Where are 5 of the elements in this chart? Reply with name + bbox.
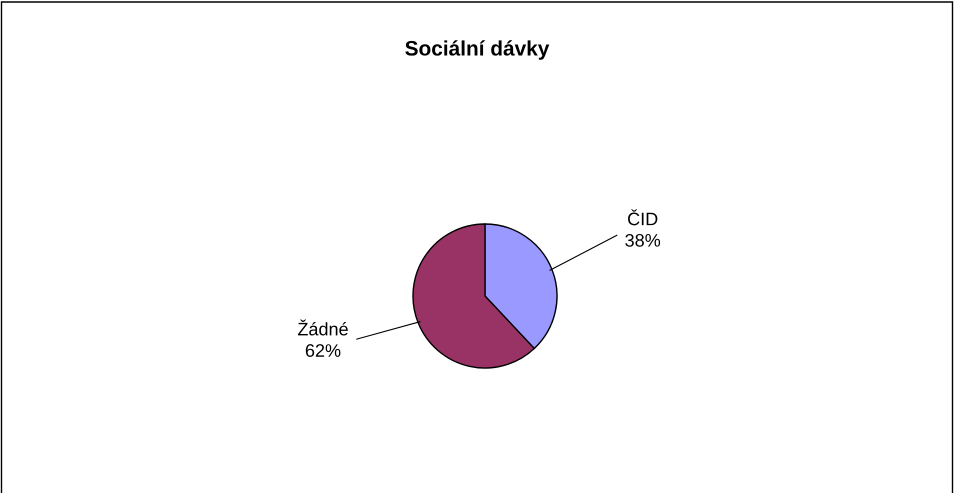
- data-label: 62%: [306, 344, 340, 357]
- slice-label: ČID: [628, 209, 658, 226]
- chart-title: Sociální dávky: [405, 40, 550, 60]
- data-label: 38%: [625, 234, 660, 247]
- slice-label: Žádné: [298, 320, 348, 336]
